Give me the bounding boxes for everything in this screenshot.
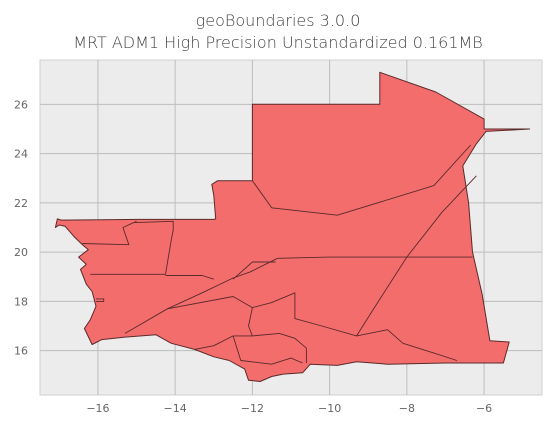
region-boundary: [167, 292, 458, 361]
region-boundary: [232, 261, 276, 280]
region-boundary: [406, 175, 477, 258]
x-tick-label: −14: [164, 402, 187, 415]
region-boundary: [232, 335, 303, 365]
region-boundary: [194, 307, 253, 350]
chart-title: geoBoundaries 3.0.0: [195, 11, 361, 30]
y-tick-label: 20: [14, 246, 28, 259]
axis-ticks: −16 −14 −12 −10 −8 −6 16 18 20 22 24 26: [14, 98, 492, 415]
x-tick-label: −6: [476, 402, 492, 415]
y-tick-label: 24: [14, 148, 28, 161]
region-boundary: [82, 220, 137, 246]
country-map: [54, 71, 531, 382]
y-tick-label: 18: [14, 295, 28, 308]
region-boundary: [90, 220, 174, 275]
country-outline: [54, 71, 531, 382]
y-tick-label: 26: [14, 98, 28, 111]
x-tick-label: −8: [399, 402, 415, 415]
chart-subtitle: MRT ADM1 High Precision Unstandardized 0…: [73, 33, 483, 52]
region-boundary: [124, 256, 473, 334]
x-tick-label: −10: [318, 402, 341, 415]
region-boundary: [252, 332, 307, 363]
x-tick-label: −12: [241, 402, 264, 415]
region-boundary: [252, 144, 471, 216]
y-tick-label: 22: [14, 197, 28, 210]
region-boundary: [356, 256, 408, 337]
y-tick-label: 16: [14, 345, 28, 358]
region-boundary: [165, 275, 214, 280]
x-tick-label: −16: [86, 402, 109, 415]
region-boundary: [96, 298, 105, 302]
